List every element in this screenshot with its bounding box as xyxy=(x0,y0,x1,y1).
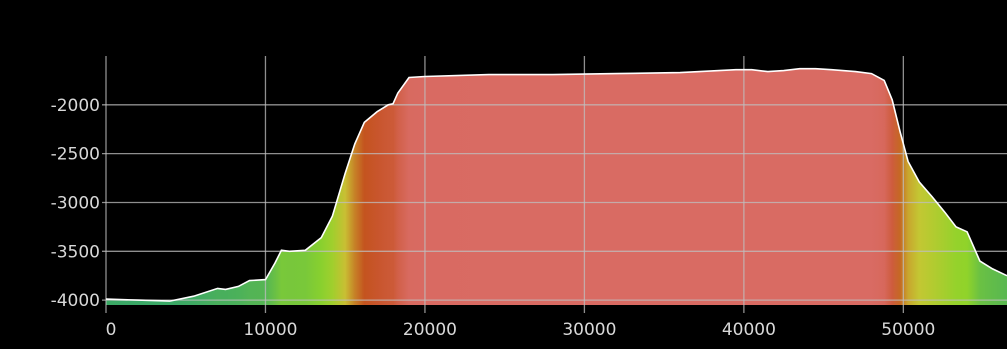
x-tick-label: 10000 xyxy=(243,320,297,340)
y-tick-label: -2500 xyxy=(51,145,100,165)
x-tick-label: 40000 xyxy=(722,320,776,340)
profile-area xyxy=(106,68,1007,305)
x-tick-label: 30000 xyxy=(562,320,616,340)
y-tick-label: -3500 xyxy=(51,242,100,262)
y-tick-label: -2000 xyxy=(51,96,100,116)
profile-outline xyxy=(105,67,1007,302)
y-tick-label: -3000 xyxy=(51,193,100,213)
x-tick-label: 50000 xyxy=(881,320,935,340)
x-tick-label: 20000 xyxy=(403,320,457,340)
x-tick-label: 0 xyxy=(106,320,117,340)
y-tick-label: -4000 xyxy=(51,291,100,311)
